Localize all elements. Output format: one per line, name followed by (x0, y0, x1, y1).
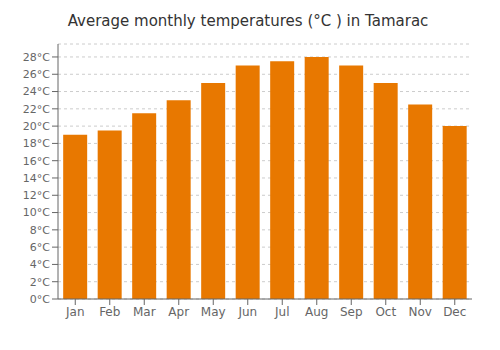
svg-text:Feb: Feb (99, 305, 120, 319)
svg-text:20°C: 20°C (23, 120, 50, 133)
svg-text:Apr: Apr (168, 305, 189, 319)
svg-text:Jan: Jan (65, 305, 85, 319)
svg-text:Mar: Mar (133, 305, 156, 319)
svg-text:Jul: Jul (274, 305, 289, 319)
svg-text:2°C: 2°C (30, 276, 50, 289)
svg-text:18°C: 18°C (23, 137, 50, 150)
svg-text:Nov: Nov (409, 305, 432, 319)
svg-text:28°C: 28°C (23, 51, 50, 64)
svg-text:Jun: Jun (237, 305, 257, 319)
svg-text:12°C: 12°C (23, 189, 50, 202)
svg-text:Aug: Aug (305, 305, 328, 319)
svg-text:0°C: 0°C (30, 293, 50, 306)
svg-text:Dec: Dec (443, 305, 466, 319)
svg-text:16°C: 16°C (23, 155, 50, 168)
svg-text:Oct: Oct (375, 305, 396, 319)
svg-text:6°C: 6°C (30, 241, 50, 254)
html-text:Average monthly temperatures (: Average monthly temperatures (°C ) in Ta… (67, 12, 429, 30)
svg-text:24°C: 24°C (23, 85, 50, 98)
svg-text:4°C: 4°C (30, 258, 50, 271)
svg-text:22°C: 22°C (23, 103, 50, 116)
svg-text:Sep: Sep (340, 305, 363, 319)
svg-text:26°C: 26°C (23, 68, 50, 81)
svg-text:8°C: 8°C (30, 224, 50, 237)
svg-text:May: May (201, 305, 226, 319)
svg-text:10°C: 10°C (23, 206, 50, 219)
svg-text:14°C: 14°C (23, 172, 50, 185)
